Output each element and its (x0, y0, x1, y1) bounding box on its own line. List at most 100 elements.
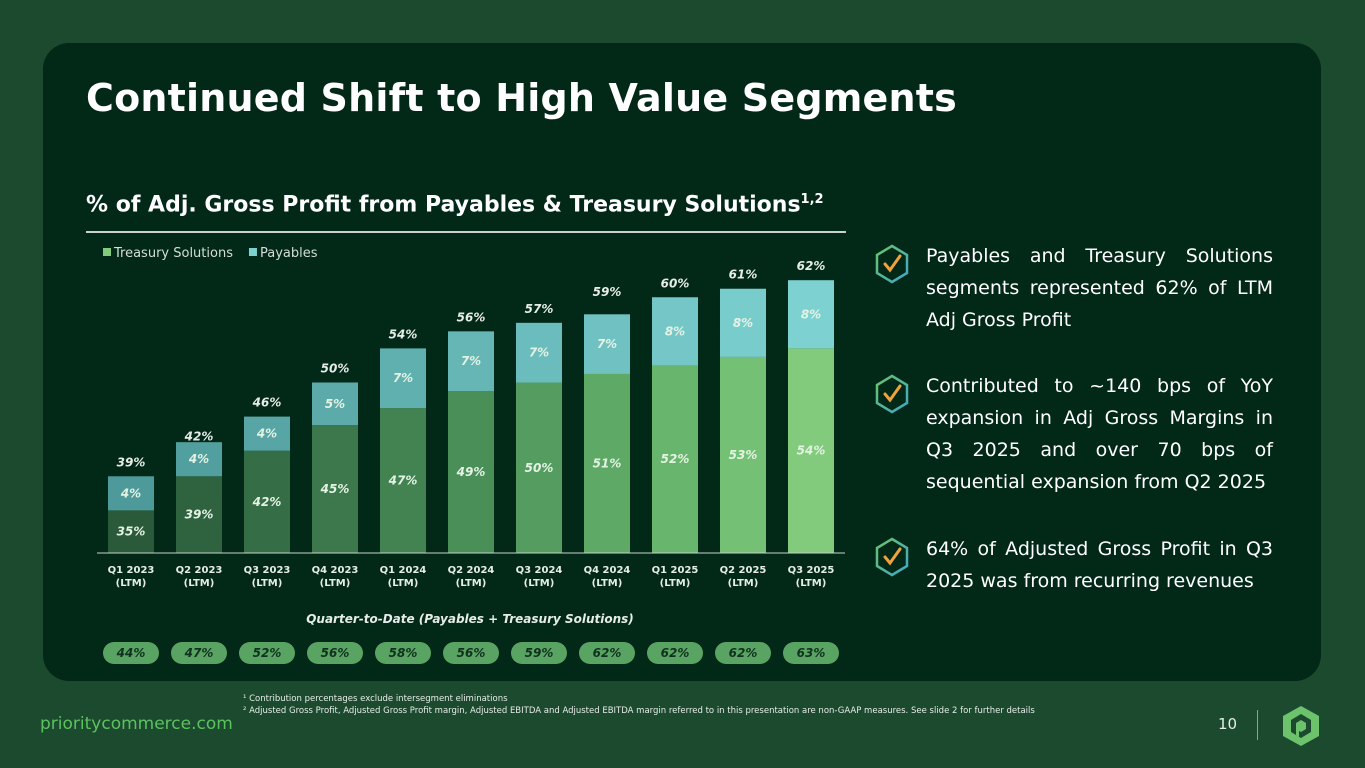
website[interactable]: prioritycommerce.com (40, 714, 233, 734)
bar-segment (516, 322, 562, 383)
bar-segment (312, 382, 358, 426)
total-label: 59% (593, 285, 622, 299)
separator (1257, 710, 1258, 740)
bar-segment (108, 476, 154, 511)
qtd-pill: 62% (579, 642, 635, 664)
total-label: 42% (184, 430, 214, 444)
data-label: 45% (320, 482, 350, 496)
data-label: 4% (188, 452, 209, 466)
data-label: 54% (797, 444, 826, 458)
bar-segment (244, 416, 290, 451)
data-label: 39% (185, 508, 214, 522)
qtd-pill: 62% (647, 642, 703, 664)
qtd-pill: 56% (307, 642, 363, 664)
x-tick-label: Q2 2025 (LTM) (719, 565, 767, 589)
qtd-title: Quarter-to-Date (Payables + Treasury Sol… (306, 612, 634, 626)
slide-title: Continued Shift to High Value Segments (86, 76, 957, 120)
qtd-pill: 63% (783, 642, 839, 664)
data-label: 53% (729, 448, 758, 462)
data-label: 51% (593, 456, 622, 470)
bar-segment (380, 408, 426, 553)
total-label: 54% (389, 327, 418, 341)
bar-segment (108, 510, 154, 553)
divider (86, 231, 846, 233)
page-number: 10 (1218, 715, 1238, 733)
bar-segment (176, 442, 222, 477)
bar-segment (380, 348, 426, 409)
x-tick-label: Q2 2023 (LTM) (175, 565, 223, 589)
bar-segment (584, 314, 630, 374)
legend-swatch (248, 248, 257, 256)
bar-segment (448, 331, 494, 392)
data-label: 49% (456, 465, 486, 479)
qtd-pill: 58% (375, 642, 431, 664)
qtd-pill: 56% (443, 642, 499, 664)
data-label: 42% (252, 495, 282, 509)
footnote: ¹ Contribution percentages exclude inter… (243, 694, 508, 704)
total-label: 56% (457, 310, 486, 324)
data-label: 8% (665, 324, 685, 338)
bar-segment (312, 425, 358, 553)
bar-segment (720, 356, 766, 553)
x-tick-label: Q2 2024 (LTM) (447, 565, 495, 589)
footnote: ² Adjusted Gross Profit, Adjusted Gross … (243, 706, 1035, 716)
total-label: 39% (117, 455, 146, 469)
bar-segment (652, 297, 698, 366)
check-icon (875, 537, 909, 577)
total-label: 62% (797, 259, 826, 273)
total-label: 50% (321, 362, 350, 376)
total-label: 46% (252, 396, 282, 410)
total-label: 60% (661, 276, 690, 290)
total-label: 61% (729, 268, 758, 282)
bullet-text: Payables and Treasury Solutions segments… (926, 245, 1273, 331)
data-label: 7% (597, 337, 617, 351)
x-tick-label: Q4 2024 (LTM) (583, 565, 631, 589)
chart-title-text: % of Adj. Gross Profit from Payables & T… (86, 192, 801, 218)
check-icon (875, 374, 909, 414)
bar-segment (652, 365, 698, 553)
data-label: 8% (733, 316, 753, 330)
data-label: 52% (661, 452, 690, 466)
qtd-pill: 62% (715, 642, 771, 664)
legend-label: Treasury Solutions (113, 246, 233, 261)
bar-segment (788, 348, 834, 553)
data-label: 7% (529, 346, 549, 360)
qtd-pill: 44% (103, 642, 159, 664)
bar-segment (584, 373, 630, 553)
data-label: 35% (117, 525, 146, 539)
data-label: 5% (325, 397, 345, 411)
total-label: 57% (525, 302, 554, 316)
check-icon (875, 244, 909, 284)
bar-segment (448, 391, 494, 553)
logo (1283, 706, 1319, 746)
x-tick-label: Q1 2025 (LTM) (651, 565, 699, 589)
x-tick-label: Q3 2025 (LTM) (787, 565, 835, 589)
data-label: 7% (393, 371, 413, 385)
x-tick-label: Q3 2024 (LTM) (515, 565, 563, 589)
qtd-pill: 59% (511, 642, 567, 664)
chart-title: % of Adj. Gross Profit from Payables & T… (86, 192, 824, 217)
qtd-pill: 47% (171, 642, 227, 664)
superscript: 1,2 (800, 192, 824, 207)
data-label: 4% (256, 427, 277, 441)
bar-segment (176, 476, 222, 553)
data-label: 8% (801, 307, 821, 321)
x-tick-label: Q3 2023 (LTM) (243, 565, 291, 589)
qtd-pill: 52% (239, 642, 295, 664)
x-tick-label: Q1 2023 (LTM) (107, 565, 155, 589)
bullet-text: Contributed to ~140 bps of YoY expansion… (926, 375, 1273, 493)
x-tick-label: Q1 2024 (LTM) (379, 565, 427, 589)
bullet-text: 64% of Adjusted Gross Profit in Q3 2025 … (926, 538, 1273, 592)
bar-segment (788, 280, 834, 349)
legend-label: Payables (260, 246, 318, 261)
data-label: 7% (461, 354, 481, 368)
bar-segment (244, 450, 290, 553)
data-label: 4% (120, 486, 141, 500)
data-label: 47% (388, 474, 418, 488)
bar-segment (516, 382, 562, 553)
x-tick-label: Q4 2023 (LTM) (311, 565, 359, 589)
data-label: 50% (525, 461, 554, 475)
bar-segment (720, 288, 766, 357)
